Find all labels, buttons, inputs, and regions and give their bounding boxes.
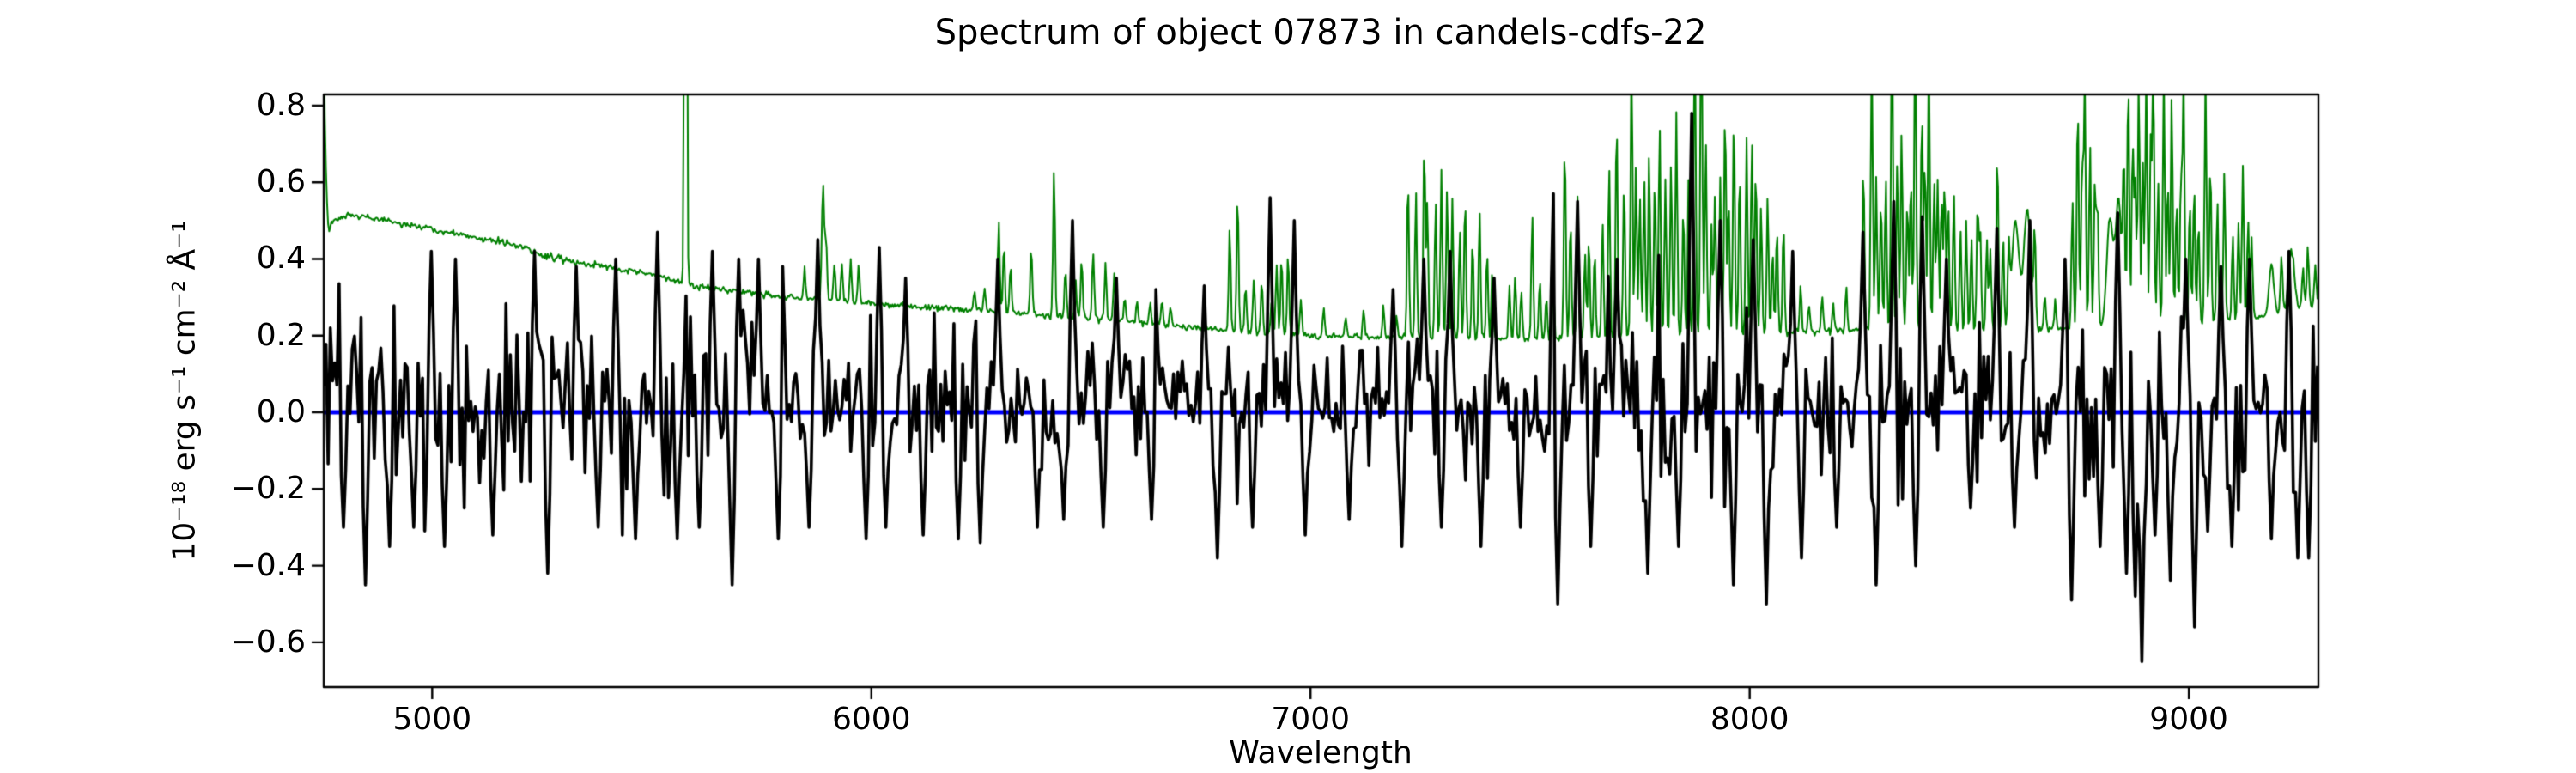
x-tick-label: 7000 xyxy=(1271,702,1351,737)
y-tick-label: 0.8 xyxy=(256,87,306,123)
y-tick-label: 0.0 xyxy=(256,394,306,430)
x-axis-label: Wavelength xyxy=(1229,735,1413,770)
y-tick-label: −0.2 xyxy=(230,471,306,507)
x-tick-label: 5000 xyxy=(392,702,472,737)
y-tick-label: 0.6 xyxy=(256,164,306,200)
x-tick-label: 6000 xyxy=(831,702,911,737)
y-tick-label: 0.2 xyxy=(256,317,306,353)
y-tick-label: −0.4 xyxy=(230,547,306,583)
plot-title: Spectrum of object 07873 in candels-cdfs… xyxy=(934,13,1707,52)
x-tick-label: 9000 xyxy=(2149,702,2228,737)
y-tick-label: 0.4 xyxy=(256,240,306,277)
y-tick-label: −0.6 xyxy=(230,624,306,660)
x-tick-label: 8000 xyxy=(1710,702,1789,737)
